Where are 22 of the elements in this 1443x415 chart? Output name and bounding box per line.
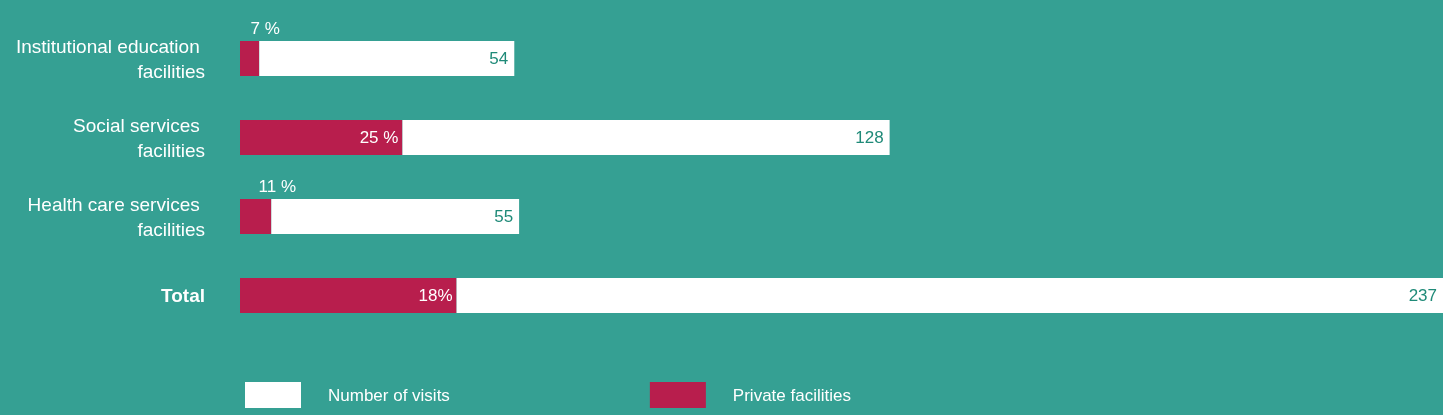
bar (259, 41, 515, 76)
annotation: 11 % (258, 176, 297, 196)
legend-label: Number of visits (328, 385, 450, 405)
bar (402, 120, 890, 155)
annotation: 237 (1408, 286, 1437, 305)
annotation: 18% (418, 286, 453, 305)
y-tick-label: Social services facilities (73, 114, 205, 161)
annotation: 128 (855, 128, 884, 147)
bar (456, 278, 1443, 313)
bar (240, 120, 403, 155)
bar (240, 41, 260, 76)
annotation: 7 % (250, 18, 280, 38)
y-tick-label: Institutional education facilities (15, 35, 205, 82)
bar (271, 199, 520, 234)
y-tick-label: Health care services facilities (27, 193, 205, 240)
y-tick-label: Total (161, 285, 205, 306)
bar (240, 278, 457, 313)
bar (240, 199, 272, 234)
annotation: 55 (494, 207, 514, 226)
annotation: 25 % (359, 128, 399, 147)
annotation: 54 (489, 49, 509, 68)
legend-label: Private facilities (732, 385, 851, 405)
